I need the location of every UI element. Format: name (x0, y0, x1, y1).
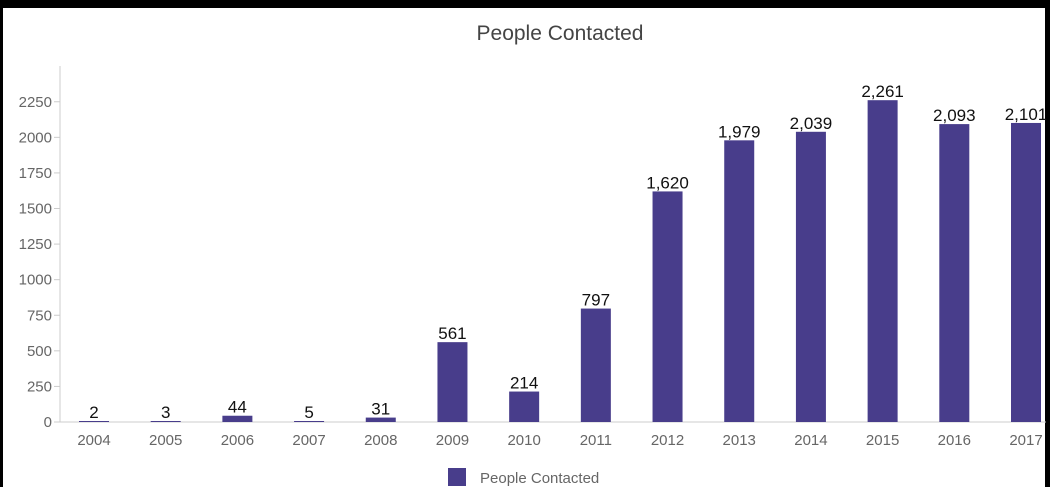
data-label: 561 (438, 324, 466, 343)
data-label: 2 (89, 403, 98, 422)
bar-2004[interactable] (79, 421, 109, 422)
chart-title: People Contacted (477, 22, 644, 45)
x-tick-label: 2015 (866, 432, 899, 449)
y-tick-label: 250 (27, 378, 52, 395)
legend-swatch[interactable] (448, 468, 466, 486)
legend-label[interactable]: People Contacted (480, 470, 599, 487)
bar-2006[interactable] (222, 415, 253, 422)
data-label: 2,093 (933, 106, 976, 125)
y-tick-label: 2000 (19, 129, 52, 146)
y-tick-label: 750 (27, 307, 52, 324)
y-tick-label: 500 (27, 343, 52, 360)
y-tick-label: 1250 (19, 236, 52, 253)
data-label: 1,620 (646, 173, 689, 192)
legend[interactable]: People Contacted (448, 468, 599, 487)
bar-2017[interactable] (1011, 122, 1041, 423)
data-label: 214 (510, 374, 538, 393)
bar-2016[interactable] (939, 124, 970, 423)
y-tick-label: 1500 (19, 201, 52, 218)
bar-2010[interactable] (509, 391, 540, 422)
data-labels: 2 3 44 5 31 561 214 797 1,620 1,979 2,039 2,261 2,09… (89, 82, 1047, 422)
bar-2005[interactable] (150, 421, 181, 422)
data-label: 797 (582, 291, 610, 310)
data-label: 2,101 (1005, 105, 1048, 124)
x-tick-label: 2010 (507, 432, 540, 449)
x-tick-label: 2007 (292, 432, 325, 449)
x-tick-label: 2017 (1009, 432, 1042, 449)
x-tick-label: 2014 (794, 432, 827, 449)
x-tick-label: 2012 (651, 432, 684, 449)
x-tick-label: 2016 (938, 432, 971, 449)
x-tick-label: 2005 (149, 432, 182, 449)
data-label: 2,261 (861, 82, 904, 101)
y-tick-label: 1000 (19, 272, 52, 289)
bar-series (79, 100, 1041, 423)
data-label: 44 (228, 398, 247, 417)
data-label: 5 (304, 403, 313, 422)
y-tick-label: 2250 (19, 94, 52, 111)
x-tick-label: 2013 (723, 432, 756, 449)
data-label: 3 (161, 403, 170, 422)
x-tick-label: 2006 (221, 432, 254, 449)
y-axis: 0 250 500 750 1000 1250 1500 1750 2000 2250 (19, 94, 60, 431)
bar-2015[interactable] (867, 100, 898, 423)
bar-2014[interactable] (795, 131, 826, 422)
bar-2013[interactable] (724, 140, 755, 423)
x-tick-label: 2009 (436, 432, 469, 449)
data-label: 2,039 (790, 114, 833, 133)
y-tick-label: 1750 (19, 165, 52, 182)
x-tick-label: 2008 (364, 432, 397, 449)
bar-2011[interactable] (580, 308, 611, 422)
bar-2009[interactable] (437, 342, 468, 422)
y-tick-label: 0 (44, 414, 52, 431)
data-label: 31 (371, 400, 390, 419)
bar-2008[interactable] (365, 417, 396, 422)
bar-2012[interactable] (652, 191, 683, 422)
data-label: 1,979 (718, 122, 761, 141)
x-axis: 2004 2005 2006 2007 2008 2009 2010 2011 2012 2013… (77, 432, 1042, 449)
bar-2007[interactable] (294, 421, 325, 422)
x-tick-label: 2011 (580, 432, 612, 449)
x-tick-label: 2004 (77, 432, 110, 449)
